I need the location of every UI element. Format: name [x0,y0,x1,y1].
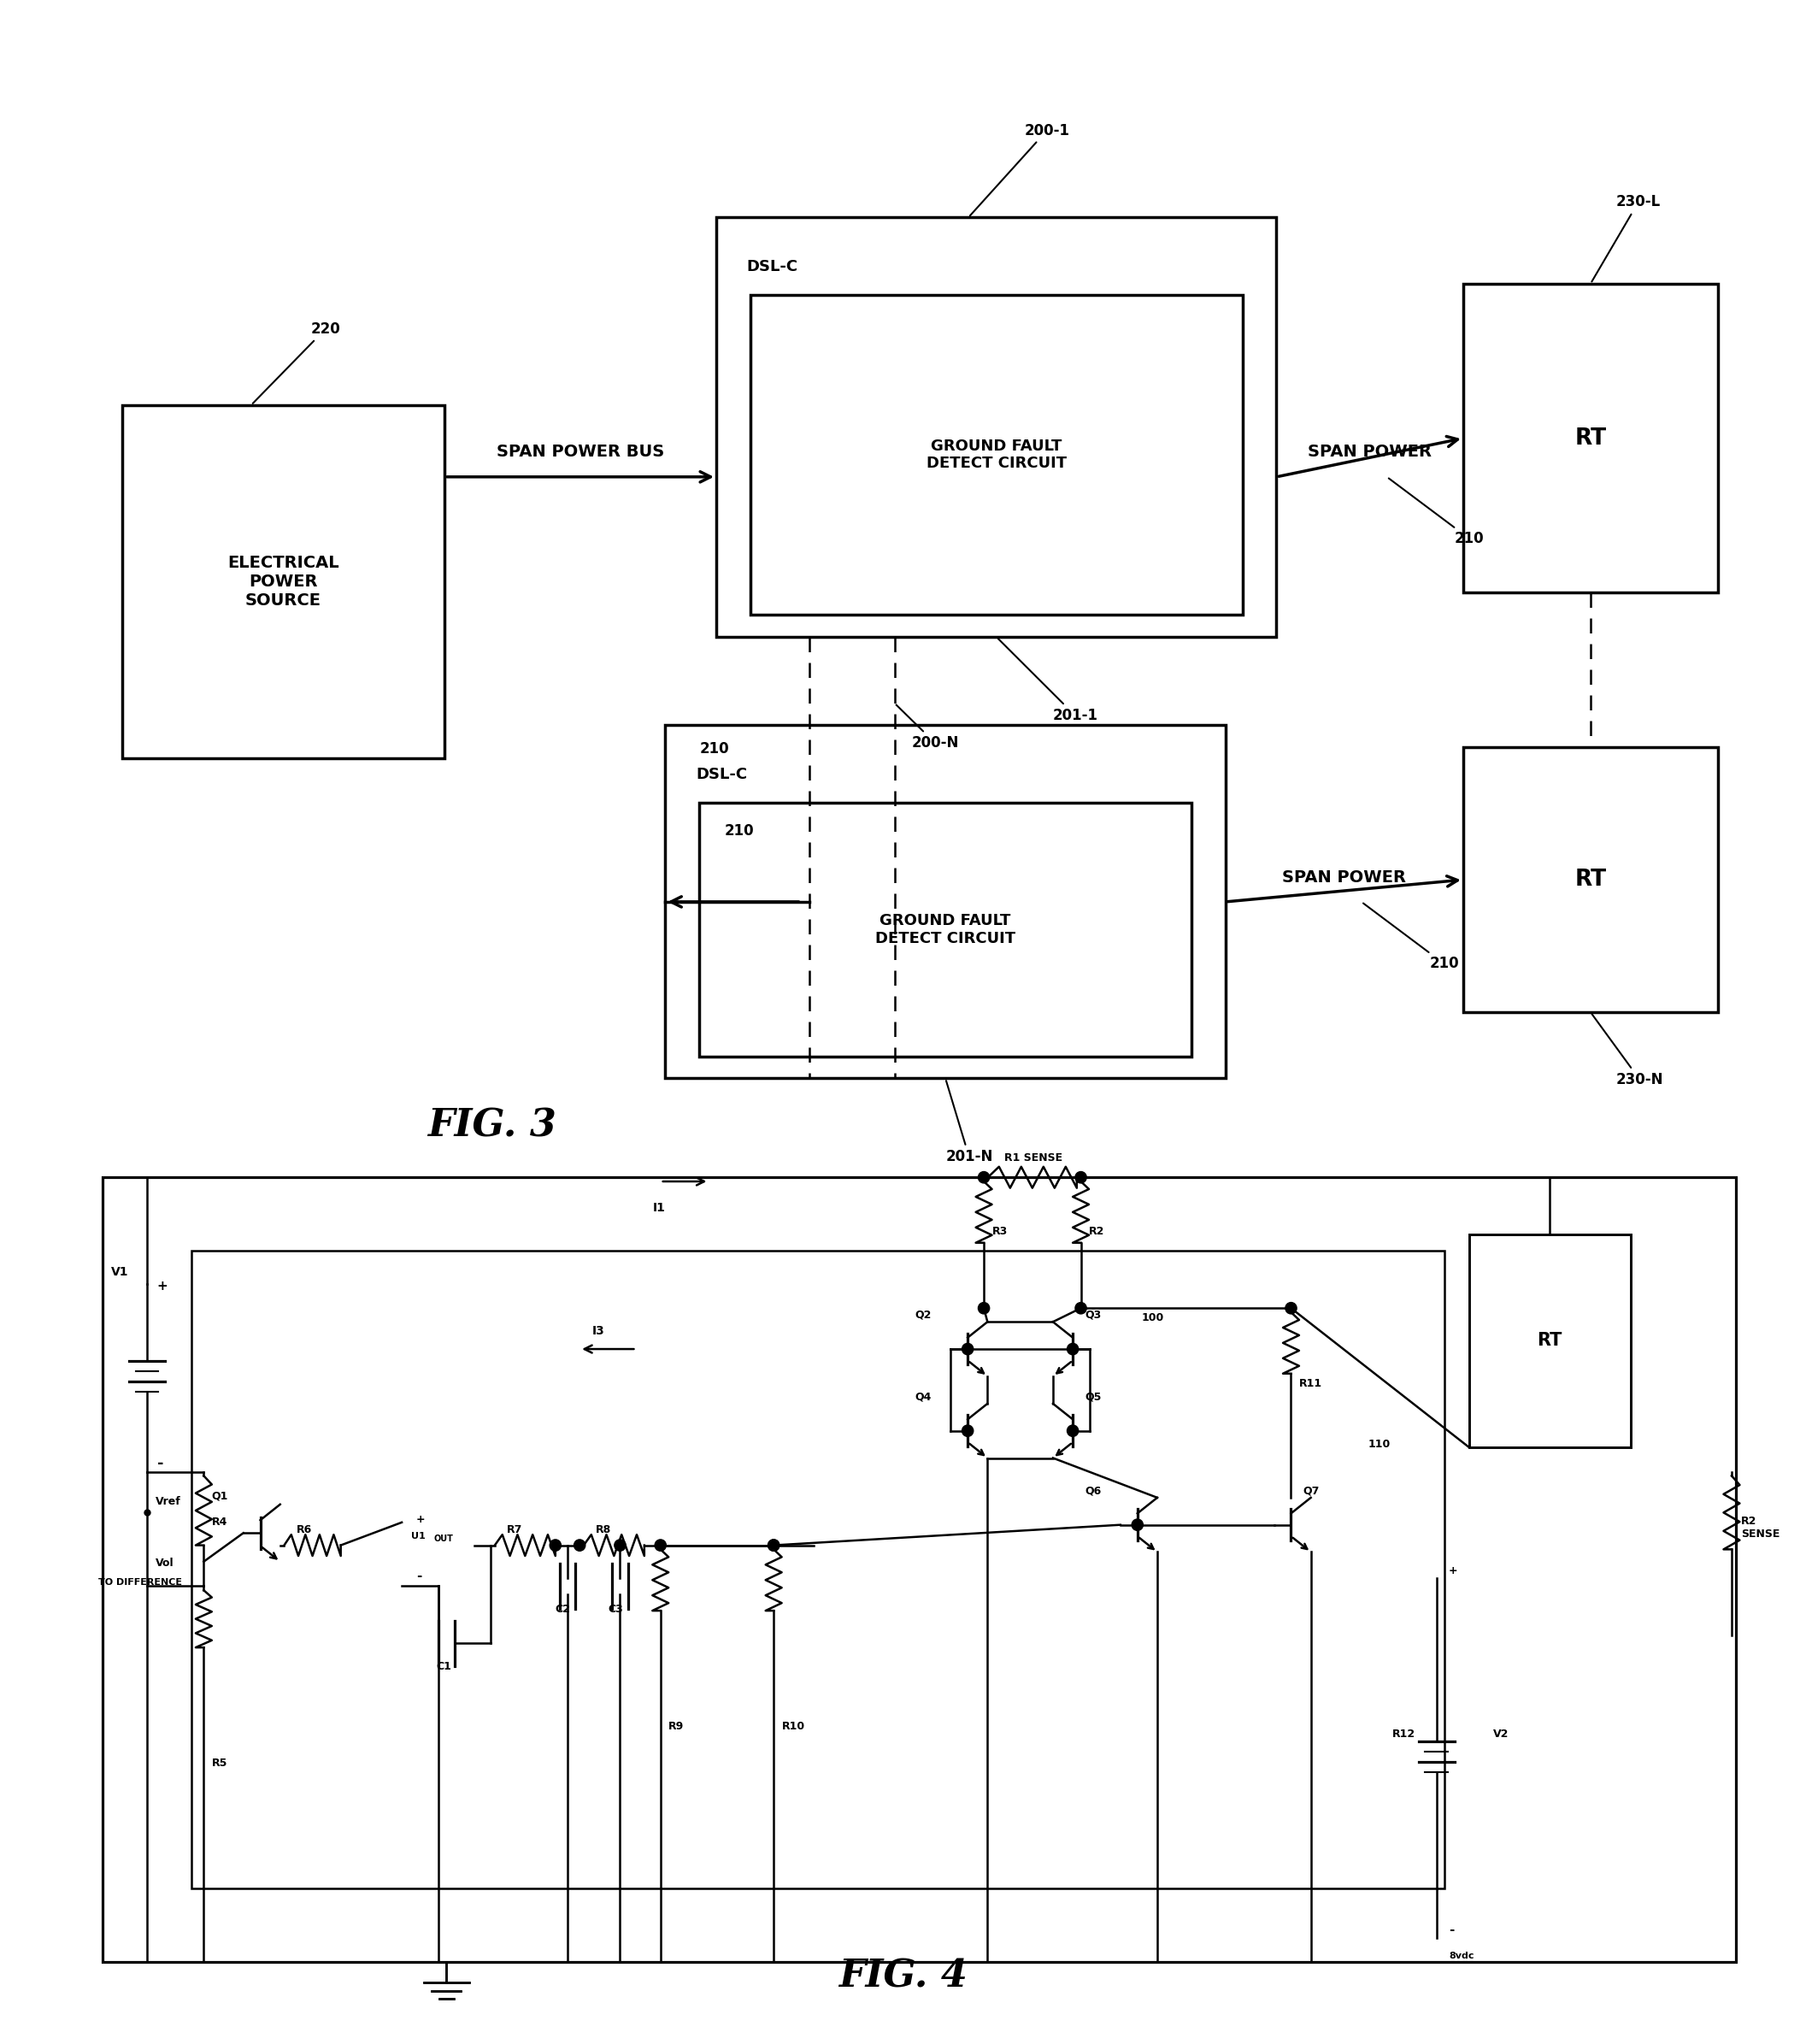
Text: -: - [157,1455,163,1472]
Text: -: - [1448,1923,1454,1936]
Text: U1: U1 [412,1531,426,1541]
Text: 210: 210 [699,740,730,756]
Text: Vol: Vol [155,1558,173,1568]
Bar [1463,284,1718,593]
Circle shape [614,1539,625,1551]
Text: 201-1: 201-1 [999,638,1098,724]
Text: Vref: Vref [155,1496,181,1506]
Text: I3: I3 [592,1325,605,1337]
Text: SPAN POWER: SPAN POWER [1308,444,1432,460]
Circle shape [768,1539,780,1551]
Circle shape [1075,1171,1087,1183]
Text: Q2: Q2 [916,1310,932,1320]
Text: 210: 210 [724,824,755,838]
Circle shape [979,1171,990,1183]
Text: R12: R12 [1392,1729,1416,1739]
Text: RT: RT [1575,869,1606,891]
Text: 220: 220 [253,321,340,403]
Bar [123,405,444,758]
Text: V1: V1 [110,1265,128,1278]
Text: 200-1: 200-1 [970,123,1069,217]
Text: DSL-C: DSL-C [695,766,748,783]
Circle shape [1132,1519,1143,1531]
Circle shape [1075,1302,1087,1314]
Text: DSL-C: DSL-C [748,260,798,274]
Text: R1 SENSE: R1 SENSE [1004,1153,1062,1163]
Circle shape [656,1539,666,1551]
Text: RT: RT [1575,427,1606,450]
Text: R4: R4 [211,1517,228,1527]
Text: C2: C2 [556,1605,571,1615]
Text: R6: R6 [296,1525,312,1535]
Text: Q7: Q7 [1304,1486,1320,1496]
Bar [1463,748,1718,1012]
Circle shape [549,1539,562,1551]
Text: R10: R10 [782,1721,805,1731]
Text: +: + [157,1280,168,1292]
Text: R5: R5 [211,1758,228,1768]
Text: 110: 110 [1367,1439,1391,1449]
Text: C3: C3 [609,1605,623,1615]
Text: Q5: Q5 [1085,1392,1102,1402]
Text: GROUND FAULT
DETECT CIRCUIT: GROUND FAULT DETECT CIRCUIT [876,914,1015,946]
Circle shape [979,1302,990,1314]
Text: 8vdc: 8vdc [1448,1952,1474,1960]
Text: SPAN POWER: SPAN POWER [1282,869,1407,885]
Text: V2: V2 [1494,1729,1508,1739]
Bar [1468,1235,1631,1447]
Text: 230-L: 230-L [1591,194,1662,282]
Text: 100: 100 [1141,1312,1163,1322]
Text: R3: R3 [991,1226,1008,1237]
Circle shape [768,1539,780,1551]
Text: FIG. 4: FIG. 4 [838,1958,968,1995]
Text: FIG. 3: FIG. 3 [428,1108,556,1145]
Text: C1: C1 [437,1662,452,1672]
Circle shape [963,1343,973,1355]
Text: ELECTRICAL
POWER
SOURCE: ELECTRICAL POWER SOURCE [228,554,340,609]
Circle shape [1286,1302,1297,1314]
Bar [665,726,1226,1079]
Bar [717,217,1277,638]
Text: R8: R8 [596,1525,612,1535]
Text: I1: I1 [652,1202,665,1214]
Circle shape [963,1425,973,1437]
Text: Q4: Q4 [916,1392,932,1402]
Text: SPAN POWER BUS: SPAN POWER BUS [497,444,665,460]
Bar [749,294,1243,615]
Text: TO DIFFERENCE: TO DIFFERENCE [99,1578,182,1586]
Text: R7: R7 [507,1525,522,1535]
Text: 210: 210 [1364,903,1459,971]
Text: R2
SENSE: R2 SENSE [1741,1517,1781,1539]
Bar [699,803,1192,1057]
Text: 230-N: 230-N [1591,1014,1663,1087]
Text: Q3: Q3 [1085,1310,1102,1320]
Text: -: - [417,1570,423,1582]
Text: 200-N: 200-N [896,705,959,750]
Text: R9: R9 [668,1721,684,1731]
Circle shape [1067,1343,1078,1355]
Text: R11: R11 [1299,1378,1322,1390]
Circle shape [574,1539,585,1551]
Text: OUT: OUT [433,1535,453,1543]
Circle shape [1067,1425,1078,1437]
Text: +: + [417,1515,426,1525]
Text: 201-N: 201-N [946,1081,993,1165]
Text: Q6: Q6 [1085,1486,1102,1496]
Text: GROUND FAULT
DETECT CIRCUIT: GROUND FAULT DETECT CIRCUIT [926,437,1067,472]
Bar [1235,1414,1364,1578]
Text: 210: 210 [1389,478,1485,546]
Text: Q1: Q1 [211,1490,228,1500]
Text: +: + [1448,1566,1457,1576]
Bar [923,1275,1138,1480]
Bar [191,1251,1445,1889]
Text: RT: RT [1537,1333,1562,1349]
Text: R2: R2 [1089,1226,1105,1237]
